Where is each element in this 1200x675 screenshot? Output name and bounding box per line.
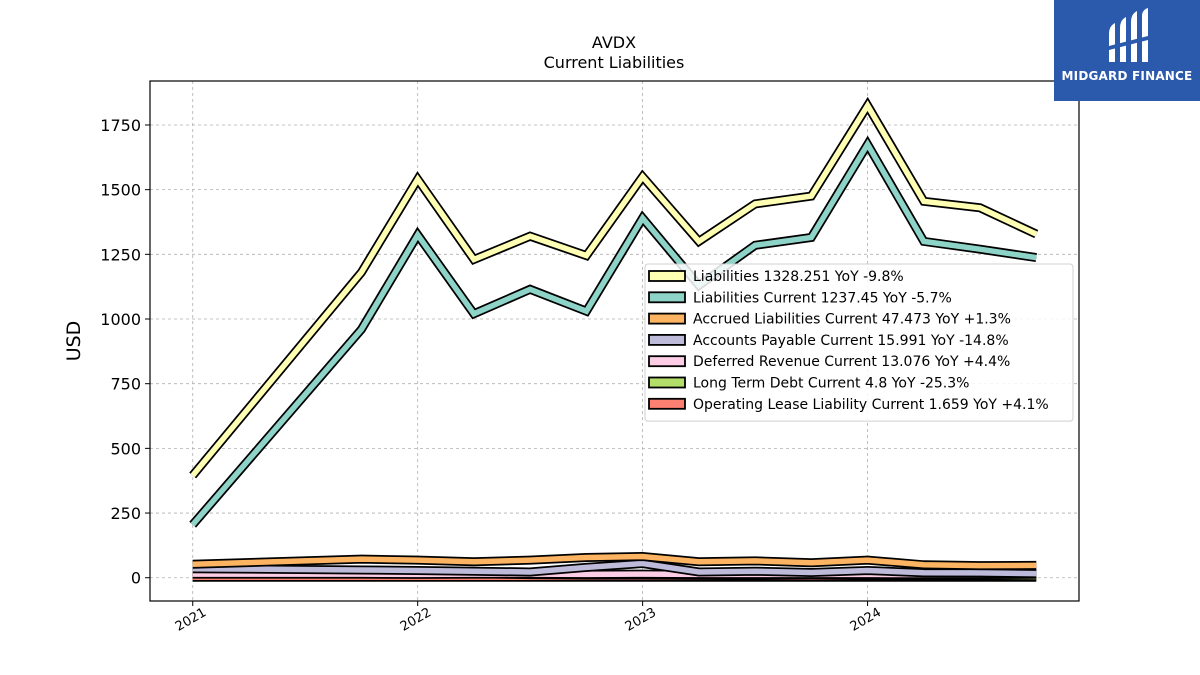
y-tick-label: 0 (131, 569, 141, 588)
x-tick-label: 2024 (848, 605, 884, 635)
legend-swatch (648, 333, 686, 346)
y-axis-label: USD (63, 321, 85, 362)
x-tick-label: 2022 (398, 605, 434, 635)
legend: Liabilities 1328.251 YoY -9.8% Liabilitie… (644, 263, 1074, 422)
legend-entry: Accounts Payable Current 15.991 YoY -14.… (693, 333, 1009, 349)
x-tick-label: 2023 (623, 605, 659, 635)
legend-swatch (648, 376, 686, 389)
series-group (189, 96, 1039, 582)
chart-title: AVDX (592, 33, 636, 52)
legend-swatch (648, 397, 686, 410)
legend-swatch (648, 291, 686, 304)
legend-entry: Liabilities Current 1237.45 YoY -5.7% (693, 290, 952, 306)
legend-entry: Accrued Liabilities Current 47.473 YoY +… (693, 312, 1011, 328)
y-tick-label: 750 (110, 375, 141, 394)
series-line (190, 100, 1038, 478)
logo-text: MIDGARD FINANCE (1061, 69, 1193, 83)
chart-subtitle: Current Liabilities (544, 53, 685, 72)
legend-entry: Long Term Debt Current 4.8 YoY -25.3% (693, 376, 969, 392)
legend-entry: Liabilities 1328.251 YoY -9.8% (693, 269, 904, 285)
y-tick-label: 1500 (100, 181, 141, 200)
legend-box (644, 263, 1074, 422)
x-tick-label: 2021 (173, 605, 209, 635)
legend-entry: Deferred Revenue Current 13.076 YoY +4.4… (693, 354, 1010, 370)
y-tick-label: 250 (110, 504, 141, 523)
series-line (190, 139, 1037, 527)
legend-swatch (648, 270, 686, 282)
legend-swatch (648, 355, 686, 368)
logo-mark-icon (1109, 8, 1148, 62)
brand-logo: MIDGARD FINANCE (1054, 0, 1200, 101)
y-tick-label: 1750 (100, 116, 141, 135)
legend-entry: Operating Lease Liability Current 1.659 … (693, 397, 1049, 413)
y-tick-label: 1250 (100, 245, 141, 264)
series-line (192, 553, 1037, 569)
y-tick-label: 1000 (100, 310, 141, 329)
y-tick-label: 500 (110, 439, 141, 458)
plot-frame (149, 80, 1080, 602)
legend-swatch (648, 312, 686, 325)
series-line (192, 560, 1037, 577)
